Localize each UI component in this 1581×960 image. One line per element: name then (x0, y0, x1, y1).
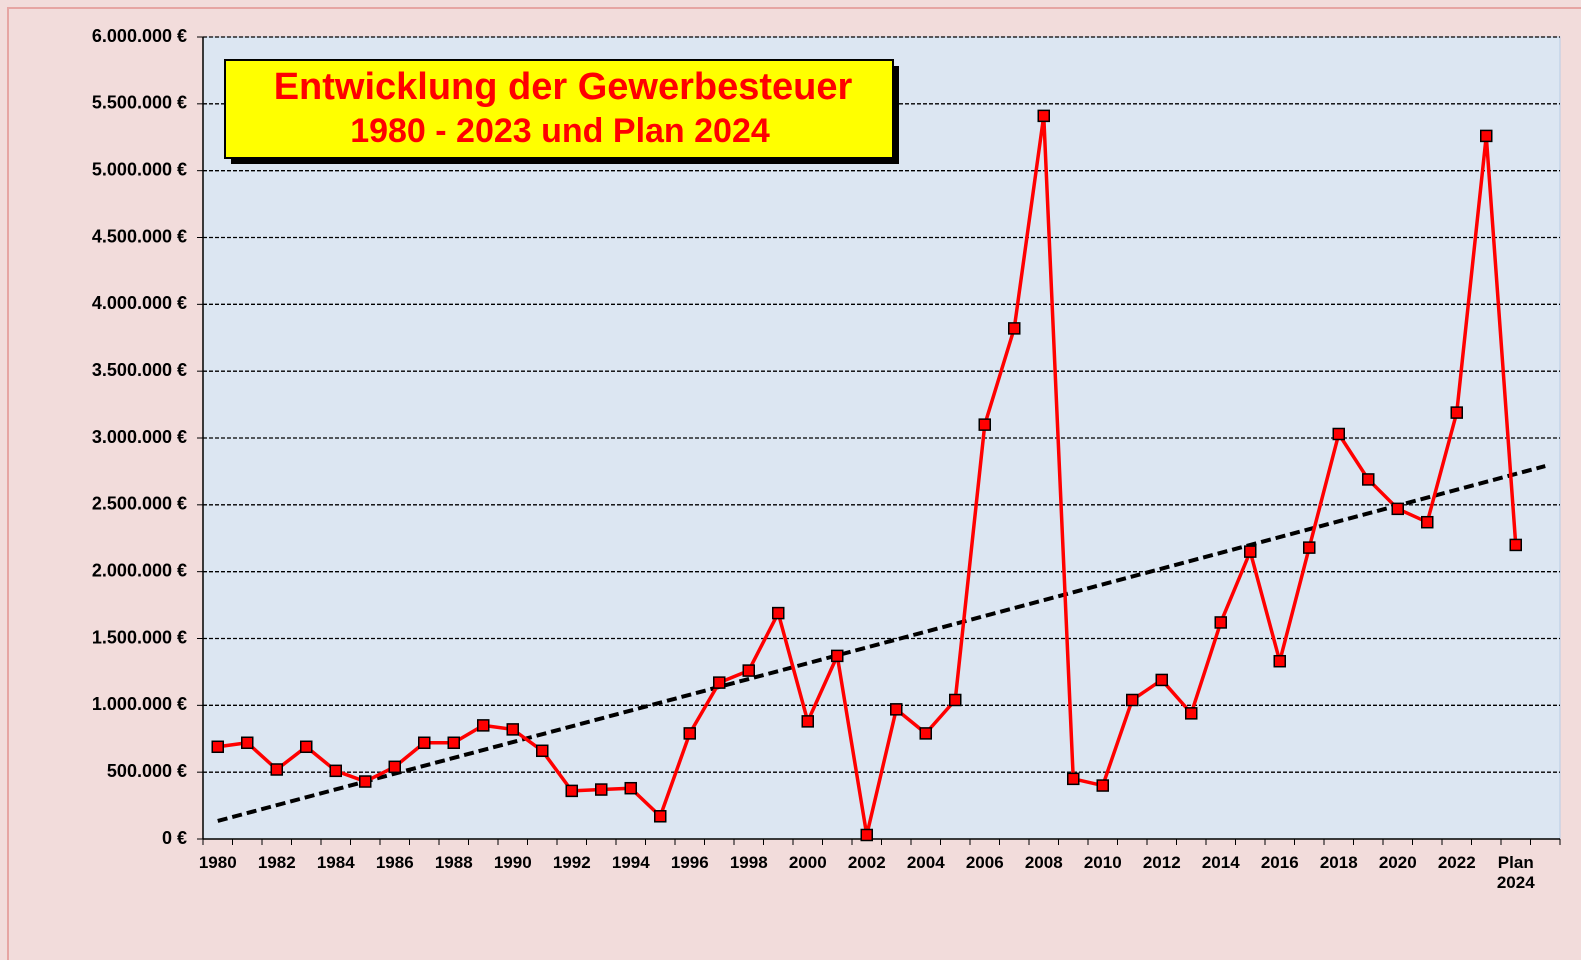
x-tick-label: 1982 (257, 853, 296, 872)
y-tick-label: 500.000 € (107, 761, 187, 781)
y-tick-label: 2.500.000 € (92, 494, 187, 514)
y-tick-label: 3.000.000 € (92, 427, 187, 447)
data-point (624, 781, 637, 795)
data-point (1155, 673, 1168, 687)
data-point (1303, 541, 1316, 554)
data-point (1391, 502, 1404, 516)
data-point (388, 760, 401, 774)
data-point (1037, 109, 1050, 123)
x-tick-label: 1994 (611, 853, 650, 872)
data-point (565, 784, 578, 798)
data-point (211, 740, 224, 754)
y-tick-label: 1.500.000 € (92, 627, 187, 647)
y-tick-label: 6.000.000 € (92, 26, 187, 46)
x-tick-label: 2020 (1378, 853, 1417, 872)
data-point (536, 744, 549, 758)
x-tick-label: 2022 (1437, 853, 1476, 872)
data-point (506, 723, 519, 736)
data-point (949, 693, 962, 707)
data-point (1214, 616, 1227, 629)
data-point (300, 740, 313, 754)
y-tick-label: 4.000.000 € (92, 293, 187, 313)
x-tick-label: 1984 (316, 853, 355, 872)
data-point (595, 783, 608, 796)
x-tick-label: 1980 (198, 853, 237, 872)
x-tick-label: 1992 (552, 853, 591, 872)
x-tick-label: 1996 (670, 853, 709, 872)
data-point (1421, 515, 1434, 529)
x-tick-label: 2012 (1142, 853, 1181, 872)
data-point (1067, 772, 1080, 786)
chart-border (7, 7, 1581, 960)
x-tick-label: 1998 (729, 853, 768, 872)
y-tick-label: 3.500.000 € (92, 360, 187, 380)
data-point (241, 736, 254, 750)
data-point (1509, 538, 1522, 552)
y-tick-label: 0 € (162, 828, 187, 848)
data-point (1480, 129, 1493, 143)
data-point (801, 715, 814, 728)
data-point (683, 727, 696, 740)
x-tick-label: Plan 2024 (1496, 853, 1535, 892)
data-point (447, 736, 460, 750)
y-tick-label: 5.000.000 € (92, 159, 187, 179)
x-tick-label: 2014 (1201, 853, 1240, 872)
x-tick-label: 1990 (493, 853, 532, 872)
data-point (1096, 779, 1109, 792)
data-point (860, 828, 873, 842)
x-tick-label: 2006 (965, 853, 1004, 872)
x-tick-label: 2004 (906, 853, 945, 872)
data-point (713, 676, 726, 689)
trend-line (217, 464, 1546, 823)
y-tick-label: 2.000.000 € (92, 560, 187, 580)
data-point (477, 719, 490, 732)
x-tick-label: 2002 (847, 853, 886, 872)
data-point (654, 810, 667, 823)
data-point (1126, 693, 1139, 707)
x-tick-label: 1988 (434, 853, 473, 872)
x-tick-label: 2010 (1083, 853, 1122, 872)
data-point (919, 727, 932, 740)
data-point (1450, 406, 1463, 419)
data-point (831, 649, 844, 663)
data-point (1362, 473, 1375, 486)
data-point (978, 418, 991, 431)
title-box (224, 59, 894, 159)
x-tick-label: 2016 (1260, 853, 1299, 872)
y-tick-label: 4.500.000 € (92, 226, 187, 246)
data-point (742, 664, 755, 677)
data-point (359, 775, 372, 788)
data-point (1244, 545, 1257, 558)
data-point (270, 763, 283, 776)
y-tick-label: 5.500.000 € (92, 93, 187, 113)
x-tick-label: 2000 (788, 853, 827, 872)
x-tick-label: 1986 (375, 853, 414, 872)
chart-title: Entwicklung der Gewerbesteuer (274, 66, 853, 108)
data-point (772, 606, 785, 620)
x-tick-label: 2008 (1024, 853, 1063, 872)
data-point (329, 764, 342, 778)
data-point (1185, 707, 1198, 720)
data-point (1332, 427, 1345, 441)
chart-subtitle: 1980 - 2023 und Plan 2024 (350, 112, 770, 150)
data-point (890, 703, 903, 716)
x-tick-label: 2018 (1319, 853, 1358, 872)
data-point (1273, 654, 1286, 668)
y-tick-label: 1.000.000 € (92, 694, 187, 714)
data-point (1008, 322, 1021, 335)
data-point (418, 736, 431, 750)
